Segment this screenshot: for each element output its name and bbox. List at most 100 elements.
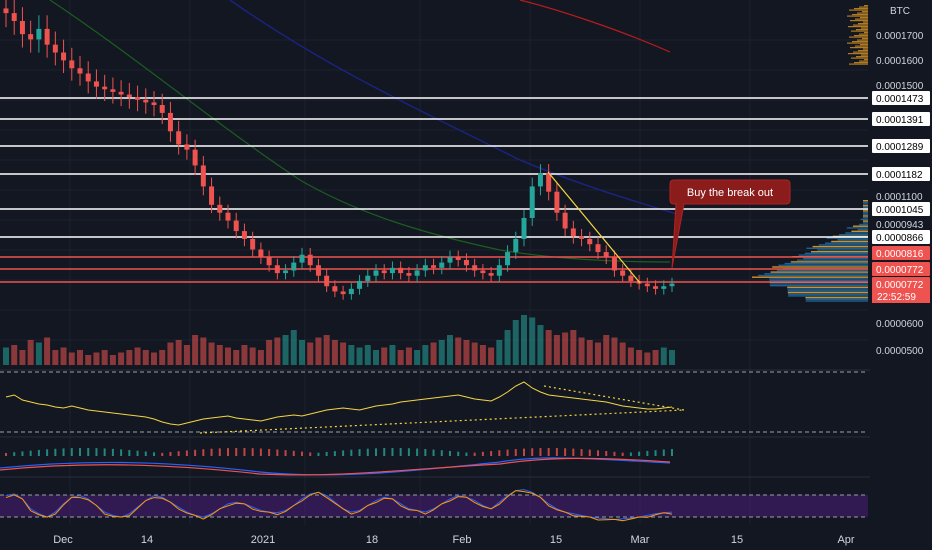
candle-body (299, 254, 305, 263)
volume-profile-bar (849, 63, 868, 65)
candle-body (3, 8, 9, 14)
candle-body (644, 283, 650, 287)
macd-histogram-bar (514, 449, 517, 456)
volume-bar (282, 335, 289, 365)
macd-signal-line (0, 457, 671, 476)
volume-profile-bar (776, 269, 868, 272)
volume-profile-bar (858, 50, 868, 52)
volume-profile-bar (847, 15, 868, 17)
volume-bar (570, 330, 577, 365)
price-level-box (872, 91, 930, 105)
macd-histogram-bar (161, 452, 164, 456)
macd-histogram-bar (342, 450, 345, 456)
candle-body (661, 286, 667, 289)
macd-histogram-bar (46, 449, 49, 456)
volume-profile-bar (850, 20, 868, 22)
time-axis-background (0, 530, 932, 550)
volume-profile-bar (863, 210, 868, 212)
candle-body (529, 186, 535, 218)
volume-profile-bar (863, 215, 868, 217)
price-axis[interactable]: BTC 0.0001700 0.0001600 0.0001500 0.0000600 0… (870, 0, 932, 550)
macd-histogram-bar (301, 451, 303, 456)
volume-profile-bar (863, 213, 868, 215)
candle-body (93, 81, 99, 87)
volume-profile-bar (770, 271, 868, 273)
macd-line (0, 457, 671, 476)
candle-body (110, 89, 116, 92)
ma-50-line (49, 0, 671, 263)
candle-body (587, 238, 593, 245)
candle-body (315, 265, 321, 276)
volume-profile-bar (769, 283, 868, 285)
countdown-box (872, 290, 930, 303)
candle-body (546, 173, 552, 192)
volume-profile-bar (863, 201, 868, 204)
volume-bar (340, 342, 347, 365)
candle-body (455, 257, 461, 260)
candle-body (143, 99, 149, 103)
candle-body (167, 112, 173, 132)
price-level-box (872, 246, 930, 260)
volume-profile-bar (845, 232, 868, 234)
volume-profile-bar (778, 264, 868, 266)
time-tick-label: 14 (141, 534, 153, 546)
macd-histogram-bar (325, 451, 328, 456)
macd-histogram-bar (613, 451, 616, 456)
macd-histogram-bar (136, 450, 139, 456)
volume-bar (430, 342, 437, 365)
macd-histogram-bar (194, 449, 197, 456)
volume-profile-bar (860, 17, 868, 19)
volume-bar (159, 350, 166, 365)
candle-body (521, 217, 527, 239)
macd-histogram-bar (457, 451, 460, 456)
macd-histogram-bar (276, 449, 279, 456)
volume-bar (266, 340, 273, 365)
volume-profile-bar (859, 223, 868, 226)
macd-histogram-bar (177, 451, 180, 456)
volume-bar (101, 350, 108, 365)
volume-profile-bar (863, 200, 868, 202)
price-level-label: 0.0000772 (876, 265, 924, 276)
volume-profile-bar (787, 288, 868, 290)
candle-body (447, 257, 453, 263)
time-axis[interactable]: Dec 14 2021 18 Feb 15 Mar 15 Apr (0, 530, 932, 550)
candle-body (603, 252, 609, 258)
volume-bar (52, 350, 59, 365)
ma-100-line (229, 0, 681, 216)
price-tick-label: 0.0001700 (876, 31, 924, 42)
price-level-box (872, 262, 930, 276)
volume-bar (290, 330, 297, 365)
volume-profile-bar (859, 60, 868, 62)
annotation-callout[interactable]: Buy the break out (669, 179, 791, 269)
candle-body (184, 144, 190, 150)
macd-histogram-bar (523, 448, 525, 456)
volume-bar (405, 347, 412, 365)
candle-body (579, 236, 585, 239)
candle-body (52, 44, 58, 53)
volume-profile-bar (862, 38, 868, 40)
macd-histogram-bar (235, 448, 238, 456)
volume-bar (562, 332, 569, 365)
macd-histogram-bar (473, 452, 476, 456)
volume-profile-bar (853, 225, 868, 227)
volume-profile-bar (826, 237, 868, 239)
volume-profile-bar (856, 29, 868, 31)
price-level-label: 0.0000772 (876, 280, 924, 291)
volume-bar (504, 330, 511, 365)
macd-histogram-bar (21, 451, 24, 456)
price-tick-label: 0.0001100 (876, 192, 923, 203)
volume-bar (373, 350, 379, 365)
volume-profile-bar (769, 278, 868, 280)
volume-profile-bar (758, 274, 868, 277)
volume-bar (167, 342, 174, 365)
candle-body (398, 267, 404, 274)
trendlines (547, 171, 641, 284)
candle-body (241, 231, 247, 239)
volume-bar (323, 335, 330, 365)
volume-profile-bar (848, 26, 868, 28)
macd-histogram-bar (111, 448, 114, 456)
volume-bar (19, 350, 26, 365)
volume-bar (521, 315, 527, 365)
candle-body (537, 173, 543, 187)
